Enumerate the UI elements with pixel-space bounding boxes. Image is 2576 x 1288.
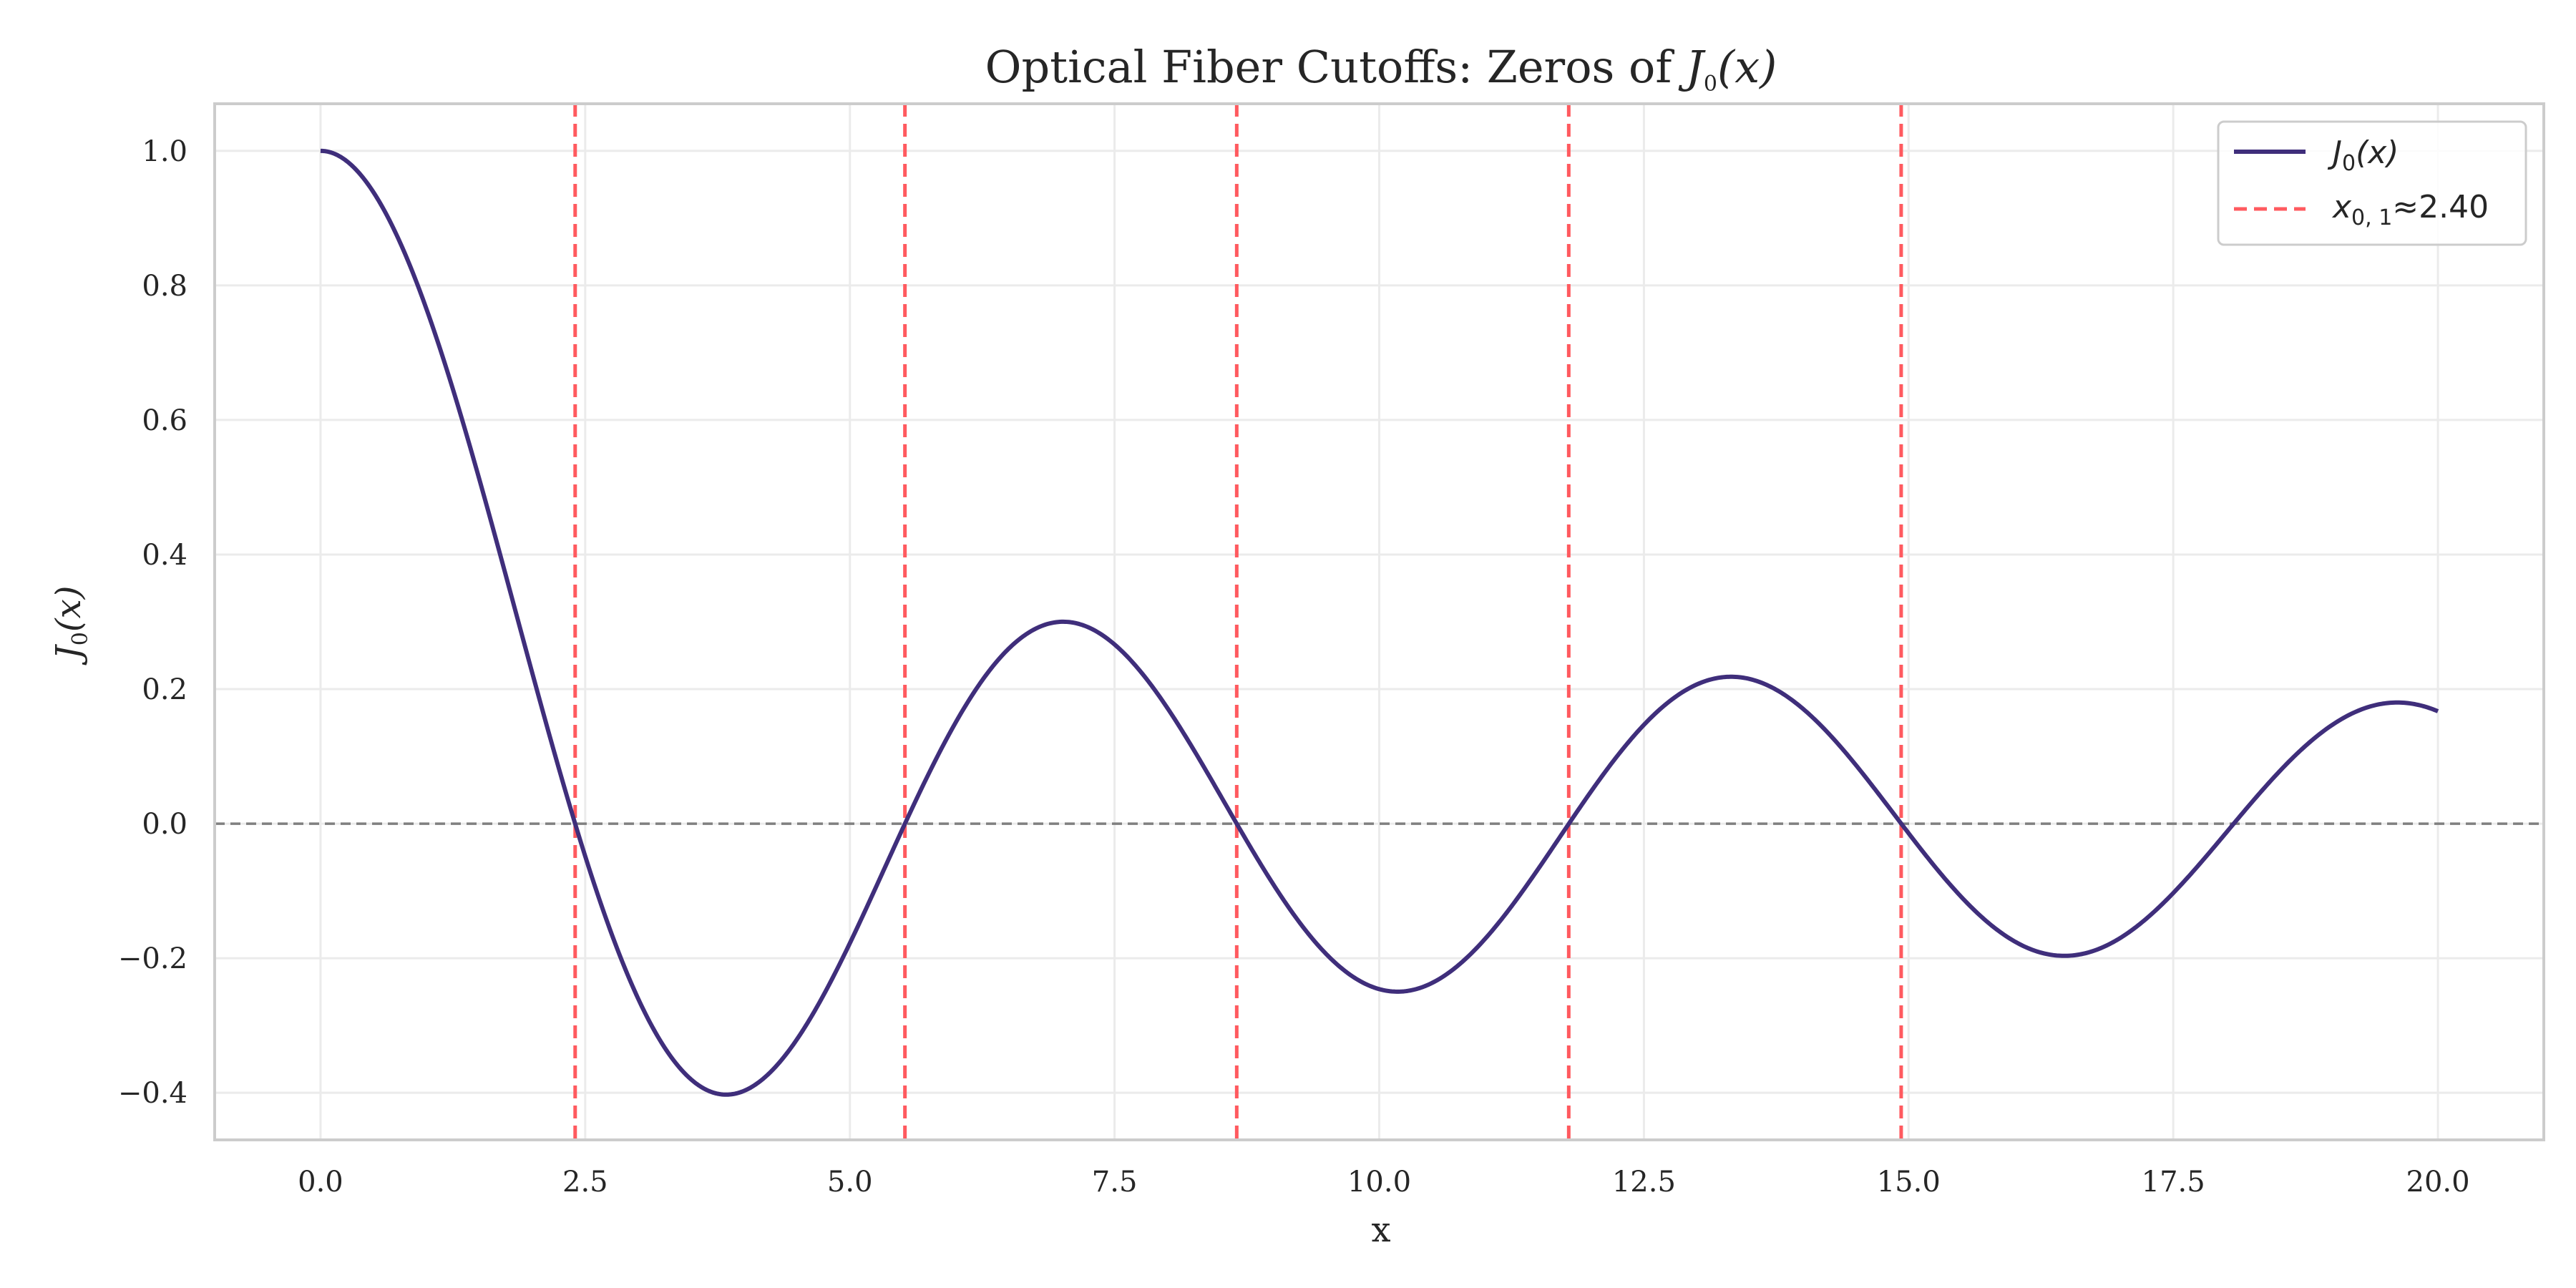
legend-label-j0: J0(x) [2327, 135, 2399, 176]
y-tick-label: −0.4 [118, 1077, 187, 1110]
legend-j0-sub: 0 [2342, 151, 2356, 176]
chart-title-text: Optical Fiber Cutoffs: Zeros of [985, 41, 1686, 93]
series-line-j0 [320, 148, 2439, 1097]
x-tick-label: 10.0 [1347, 1166, 1411, 1199]
y-tick-label: 1.0 [142, 135, 187, 168]
series-layer [320, 148, 2439, 1097]
chart-title-sub: 0 [1704, 72, 1717, 97]
y-tick-label: −0.2 [118, 942, 187, 975]
x-tick-label: 17.5 [2142, 1166, 2205, 1199]
plot-area [213, 102, 2545, 1141]
y-tick-label: 0.4 [142, 539, 187, 572]
y-tick-label: 0.8 [142, 270, 187, 303]
x-tick-label: 15.0 [1877, 1166, 1941, 1199]
x-tick-label: 7.5 [1092, 1166, 1138, 1199]
zero-marker-lines [573, 104, 1903, 1140]
x-tick-label: 0.0 [298, 1166, 343, 1199]
y-axis-label: J0(x) [49, 586, 93, 666]
legend-zeros-rest: ≈2.40 [2392, 189, 2489, 225]
legend-j0-arg: (x) [2356, 135, 2399, 171]
legend-zeros-var: x [2331, 189, 2352, 225]
legend-label-zeros: x0, 1≈2.40 [2331, 189, 2489, 230]
y-tick-label: 0.6 [142, 404, 187, 437]
legend-zeros-sub: 0, 1 [2351, 205, 2392, 230]
y-tick-label: 0.0 [142, 808, 187, 841]
y-tick-label: 0.2 [142, 673, 187, 706]
legend: J0(x) x0, 1≈2.40 [2217, 120, 2527, 246]
x-tick-label: 5.0 [827, 1166, 873, 1199]
x-tick-label: 2.5 [562, 1166, 608, 1199]
y-axis-label-sub: 0 [68, 632, 93, 645]
grid-lines [215, 104, 2544, 1140]
x-tick-label: 20.0 [2406, 1166, 2470, 1199]
x-axis-label: x [1371, 1210, 1390, 1250]
x-tick-label: 12.5 [1612, 1166, 1676, 1199]
chart-title-arg: (x) [1717, 41, 1777, 93]
x-tick-labels: 0.0 2.5 5.0 7.5 10.0 12.5 15.0 17.5 20.0 [298, 1166, 2469, 1199]
y-axis-label-arg: (x) [49, 586, 89, 633]
axes-frame [213, 102, 2545, 1141]
y-tick-labels: −0.4 −0.2 0.0 0.2 0.4 0.6 0.8 1.0 [118, 135, 187, 1110]
chart-title: Optical Fiber Cutoffs: Zeros of J0(x) [985, 41, 1777, 97]
